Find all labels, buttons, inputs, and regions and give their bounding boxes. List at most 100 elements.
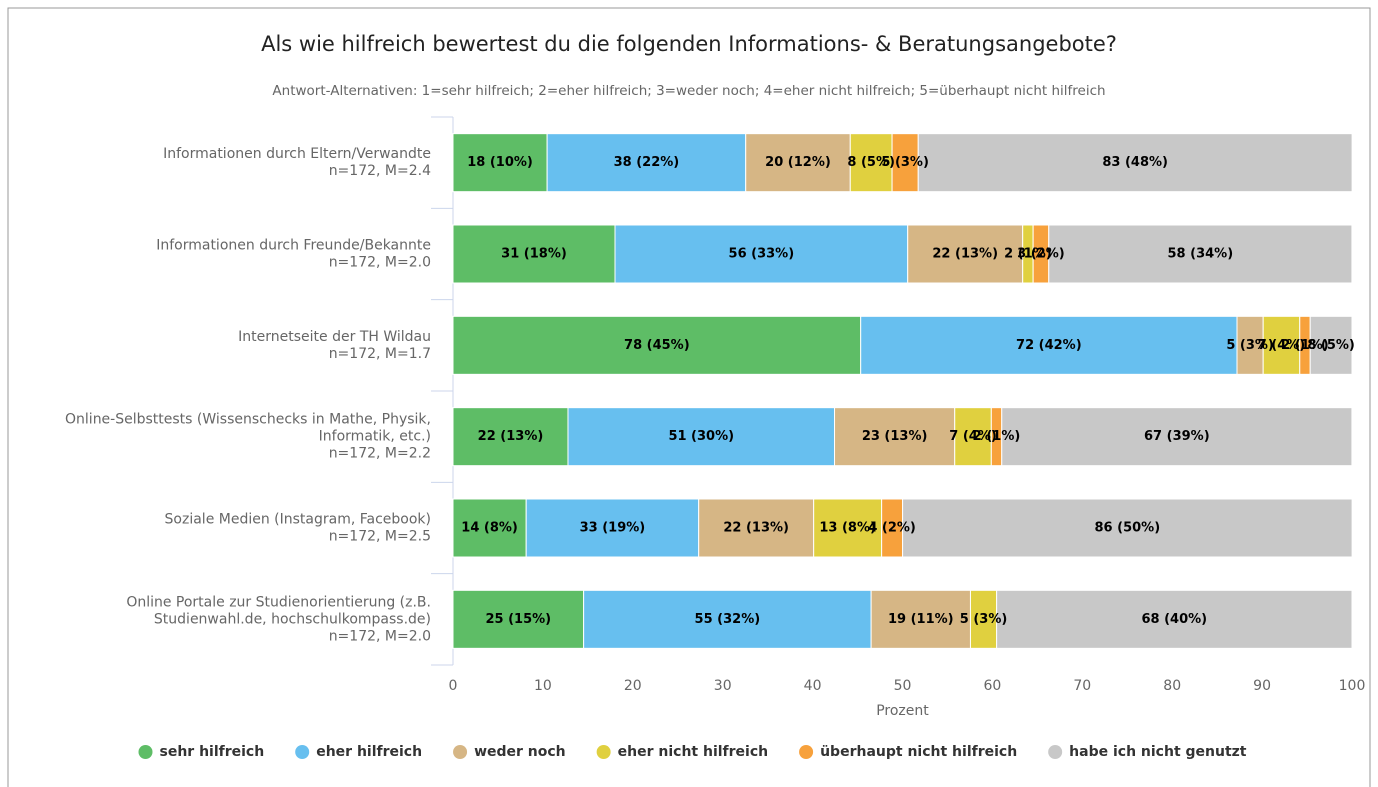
y-tick-note: n=172, M=2.2 bbox=[329, 446, 431, 462]
data-label: 25 (15%) bbox=[485, 612, 551, 627]
data-label: 23 (13%) bbox=[862, 429, 928, 444]
bar-segment bbox=[567, 407, 836, 467]
bar-segment bbox=[917, 133, 1353, 193]
bar-segment bbox=[452, 498, 527, 558]
y-tick-note: n=172, M=2.0 bbox=[329, 628, 431, 644]
bar-segment bbox=[698, 498, 815, 558]
legend-item: eher hilfreich bbox=[295, 744, 422, 760]
data-label: 13 (8%) bbox=[819, 521, 876, 536]
legend-item: eher nicht hilfreich bbox=[596, 744, 768, 760]
data-label: 56 (33%) bbox=[729, 247, 795, 262]
data-label: 19 (11%) bbox=[888, 612, 954, 627]
data-label: 51 (30%) bbox=[668, 429, 734, 444]
data-label: 22 (13%) bbox=[723, 521, 789, 536]
data-label: 5 (3%) bbox=[1226, 338, 1274, 353]
data-label: 58 (34%) bbox=[1168, 247, 1234, 262]
legend-label: eher hilfreich bbox=[316, 744, 422, 760]
bar-segment bbox=[870, 589, 971, 649]
data-label: 22 (13%) bbox=[478, 429, 544, 444]
data-label: 55 (32%) bbox=[695, 612, 761, 627]
legend-marker bbox=[799, 745, 814, 759]
data-label: 67 (39%) bbox=[1144, 429, 1210, 444]
legend-label: eher nicht hilfreich bbox=[618, 744, 768, 760]
y-tick-label: Internetseite der TH Wildau bbox=[238, 329, 431, 345]
legend-marker bbox=[138, 745, 153, 759]
data-label: 38 (22%) bbox=[614, 155, 680, 170]
data-label: 8 (5%) bbox=[847, 155, 895, 170]
frame bbox=[7, 7, 1371, 787]
data-label: 33 (19%) bbox=[580, 521, 646, 536]
bar-segment bbox=[954, 407, 992, 467]
y-tick-note: n=172, M=2.4 bbox=[329, 163, 431, 179]
bar-segment bbox=[834, 407, 956, 467]
y-tick-label: Soziale Medien (Instagram, Facebook) bbox=[165, 512, 431, 528]
y-tick-label: Studienwahl.de, hochschulkompass.de) bbox=[154, 611, 431, 627]
x-tick-label: 40 bbox=[804, 678, 822, 694]
data-label: 3 (2%) bbox=[1017, 247, 1065, 262]
data-label: 14 (8%) bbox=[461, 521, 518, 536]
legend-marker bbox=[596, 745, 611, 759]
legend-marker bbox=[1048, 745, 1063, 759]
legend-item: überhaupt nicht hilfreich bbox=[799, 744, 1017, 760]
bar-segment bbox=[452, 315, 862, 375]
bar-segment bbox=[969, 589, 998, 649]
legend-label: sehr hilfreich bbox=[160, 744, 265, 760]
legend-item: sehr hilfreich bbox=[138, 744, 265, 760]
bar-segment bbox=[1262, 315, 1301, 375]
chart-title: Als wie hilfreich bewertest du die folge… bbox=[261, 32, 1117, 56]
legend-label: habe ich nicht genutzt bbox=[1069, 744, 1247, 760]
x-tick-label: 50 bbox=[894, 678, 912, 694]
x-tick-label: 70 bbox=[1073, 678, 1091, 694]
data-label: 18 (10%) bbox=[467, 155, 533, 170]
data-label: 20 (12%) bbox=[765, 155, 831, 170]
bar-segment bbox=[1048, 224, 1353, 284]
legend-item: habe ich nicht genutzt bbox=[1048, 744, 1247, 760]
data-label: 4 (2%) bbox=[868, 521, 916, 536]
bar-segment bbox=[996, 589, 1353, 649]
data-label: 86 (50%) bbox=[1095, 521, 1161, 536]
x-tick-label: 0 bbox=[449, 678, 458, 694]
y-tick-label: Informationen durch Freunde/Bekannte bbox=[156, 238, 431, 254]
y-tick-note: n=172, M=2.0 bbox=[329, 255, 431, 271]
data-label: 31 (18%) bbox=[501, 247, 567, 262]
bar-segment bbox=[1309, 315, 1353, 375]
bar-segment bbox=[525, 498, 700, 558]
legend-marker bbox=[295, 745, 310, 759]
legend-label: weder noch bbox=[474, 744, 566, 760]
data-label: 2 (1%) bbox=[1281, 338, 1329, 353]
bar-segment bbox=[452, 133, 548, 193]
legend-label: überhaupt nicht hilfreich bbox=[820, 744, 1017, 760]
bar-segment bbox=[583, 589, 872, 649]
y-tick-note: n=172, M=2.5 bbox=[329, 529, 431, 545]
bar-segment bbox=[902, 498, 1353, 558]
bar-segment bbox=[1236, 315, 1264, 375]
data-label: 2 (1%) bbox=[1004, 247, 1052, 262]
data-label: 5 (3%) bbox=[960, 612, 1008, 627]
legend-marker bbox=[453, 745, 468, 759]
x-axis-label: Prozent bbox=[876, 703, 929, 719]
bar-segment bbox=[614, 224, 909, 284]
data-label: 72 (42%) bbox=[1016, 338, 1082, 353]
data-label: 2 (1%) bbox=[973, 429, 1021, 444]
bar-segment bbox=[860, 315, 1238, 375]
data-label: 7 (4%) bbox=[1258, 338, 1306, 353]
bar-segment bbox=[452, 589, 585, 649]
y-tick-label: Informationen durch Eltern/Verwandte bbox=[163, 146, 431, 162]
bar-segment bbox=[907, 224, 1024, 284]
data-label: 22 (13%) bbox=[932, 247, 998, 262]
y-tick-label: Online Portale zur Studienorientierung (… bbox=[126, 594, 431, 610]
data-label: 83 (48%) bbox=[1102, 155, 1168, 170]
x-tick-label: 60 bbox=[983, 678, 1001, 694]
y-tick-label: Online-Selbsttests (Wissenschecks in Mat… bbox=[65, 412, 431, 428]
bar-segment bbox=[452, 407, 569, 467]
y-tick-label: Informatik, etc.) bbox=[319, 429, 431, 445]
x-tick-label: 30 bbox=[714, 678, 732, 694]
data-label: 7 (4%) bbox=[949, 429, 997, 444]
chart-subtitle: Antwort-Alternativen: 1=sehr hilfreich; … bbox=[272, 83, 1105, 99]
x-tick-label: 90 bbox=[1253, 678, 1271, 694]
y-tick-note: n=172, M=1.7 bbox=[329, 346, 431, 362]
data-label: 68 (40%) bbox=[1142, 612, 1208, 627]
data-label: 78 (45%) bbox=[624, 338, 690, 353]
bar-segment bbox=[546, 133, 747, 193]
